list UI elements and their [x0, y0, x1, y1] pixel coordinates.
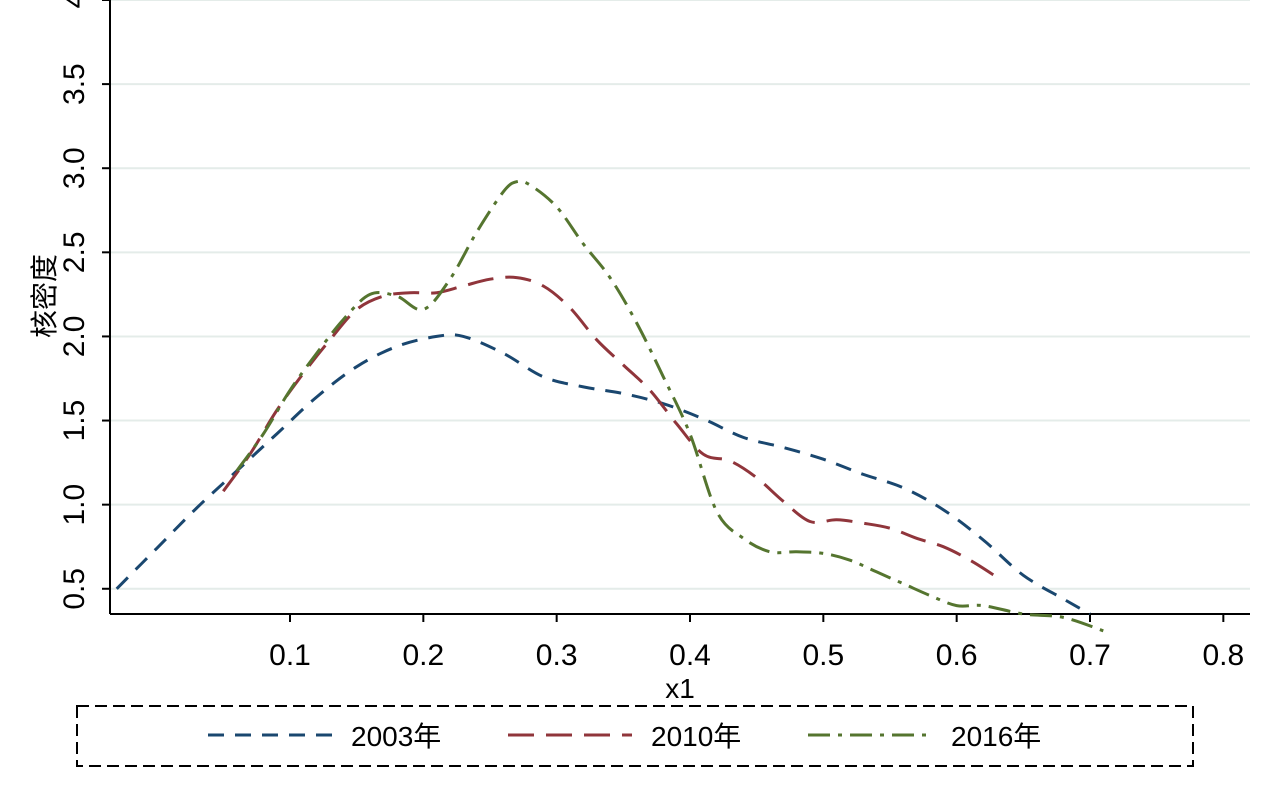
x-tick-label: 0.2: [402, 639, 444, 672]
x-tick-label: 0.7: [1069, 639, 1111, 672]
x-ticks: 0.1 0.2 0.3 0.4 0.5 0.6 0.7 0.8: [269, 614, 1244, 672]
y-tick-label: 4: [58, 0, 91, 8]
x-tick-label: 0.4: [669, 639, 711, 672]
y-tick-label: 1.5: [58, 400, 91, 442]
y-ticks: 0.5 1.0 1.5 2.0 2.5 3.0 3.5 4: [58, 0, 110, 610]
y-axis-title: 核密度: [29, 254, 60, 338]
series-line-3: [235, 179, 1104, 633]
legend: 2003年 2010年 2016年: [76, 705, 1194, 767]
legend-label-2: 2010年: [651, 721, 741, 752]
y-tick-label: 3.5: [58, 63, 91, 105]
series-line-2: [222, 275, 998, 579]
legend-label-3: 2016年: [951, 721, 1041, 752]
x-tick-label: 0.3: [536, 639, 578, 672]
grid-lines: [110, 0, 1250, 590]
y-tick-label: 2.0: [58, 316, 91, 358]
x-tick-label: 0.8: [1202, 639, 1244, 672]
axes: [109, 0, 1250, 615]
legend-label-1: 2003年: [351, 721, 441, 752]
x-tick-label: 0.1: [269, 639, 311, 672]
series-lines: [115, 179, 1104, 633]
legend-box: [76, 705, 1194, 767]
y-tick-label: 3.0: [58, 147, 91, 189]
y-tick-label: 2.5: [58, 231, 91, 273]
y-tick-label: 1.0: [58, 484, 91, 526]
x-tick-label: 0.6: [936, 639, 978, 672]
x-axis-title: x1: [665, 673, 695, 704]
legend-items: 2003年 2010年 2016年: [208, 721, 1041, 752]
y-tick-label: 0.5: [58, 568, 91, 610]
series-line-1: [115, 333, 1091, 616]
x-tick-label: 0.5: [802, 639, 844, 672]
